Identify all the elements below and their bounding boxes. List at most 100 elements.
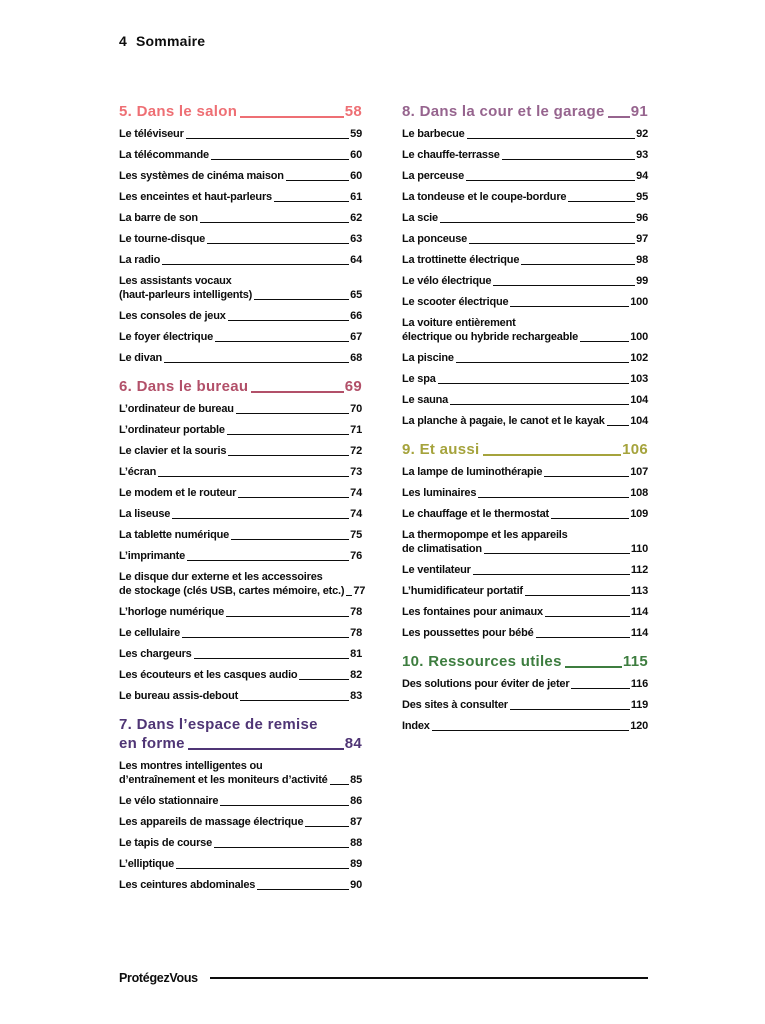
entry-label: La liseuse [119, 508, 171, 520]
toc-entry[interactable]: La trottinette électrique 98 [402, 253, 648, 267]
heading-label: 5. Dans le salon [119, 103, 238, 120]
toc-entry[interactable]: L’humidificateur portatif 113 [402, 584, 648, 598]
entry-page-number: 98 [636, 254, 648, 266]
page-header: 4 Sommaire [119, 33, 205, 49]
leader-line [439, 221, 636, 223]
leader-line [187, 559, 350, 561]
toc-entry[interactable]: Des solutions pour éviter de jeter 116 [402, 677, 648, 691]
toc-entry[interactable]: Le ventilateur 112 [402, 563, 648, 577]
toc-entry[interactable]: La télécommande 60 [119, 148, 362, 162]
toc-section-heading[interactable]: 7. Dans l’espace de remise en forme 84 [119, 715, 362, 753]
heading-page-number: 69 [344, 378, 362, 395]
toc-entry[interactable]: La lampe de luminothérapie 107 [402, 465, 648, 479]
entry-row: Le vélo stationnaire 86 [119, 794, 362, 808]
toc-entry[interactable]: Le sauna 104 [402, 393, 648, 407]
entry-row: La barre de son 62 [119, 211, 362, 225]
heading-page-number: 84 [344, 735, 362, 752]
entry-label: Le vélo stationnaire [119, 795, 219, 807]
toc-entry[interactable]: La planche à pagaie, le canot et le kaya… [402, 414, 648, 428]
leader-line [524, 594, 630, 596]
leader-line [305, 825, 350, 827]
toc-section-heading[interactable]: 5. Dans le salon 58 [119, 102, 362, 121]
toc-entry[interactable]: L’elliptique 89 [119, 857, 362, 871]
toc-entry[interactable]: Le foyer électrique 67 [119, 330, 362, 344]
toc-entry[interactable]: L’imprimante 76 [119, 549, 362, 563]
toc-entry[interactable]: Le bureau assis-debout 83 [119, 689, 362, 703]
entry-row: Le disque dur externe et les accessoires [119, 570, 362, 584]
leader-line [607, 115, 630, 118]
toc-entry[interactable]: Des sites à consulter 119 [402, 698, 648, 712]
entry-label: Le vélo électrique [402, 275, 492, 287]
toc-entry[interactable]: Le tapis de course 88 [119, 836, 362, 850]
toc-entry[interactable]: La liseuse 74 [119, 507, 362, 521]
toc-entry[interactable]: Le téléviseur 59 [119, 127, 362, 141]
toc-entry[interactable]: Les luminaires 108 [402, 486, 648, 500]
toc-entry[interactable]: Les montres intelligentes ou d’entraîneme… [119, 759, 362, 787]
toc-entry[interactable]: Le spa 103 [402, 372, 648, 386]
toc-entry[interactable]: Les systèmes de cinéma maison 60 [119, 169, 362, 183]
leader-line [509, 708, 630, 710]
toc-entry[interactable]: L’ordinateur de bureau 70 [119, 402, 362, 416]
toc-entry[interactable]: L’écran 73 [119, 465, 362, 479]
toc-entry[interactable]: Le clavier et la souris 72 [119, 444, 362, 458]
toc-entry[interactable]: La tablette numérique 75 [119, 528, 362, 542]
toc-entry[interactable]: Les assistants vocaux (haut-parleurs inte… [119, 274, 362, 302]
entry-page-number: 60 [350, 170, 362, 182]
entry-label: La piscine [402, 352, 454, 364]
toc-entry[interactable]: Les consoles de jeux 66 [119, 309, 362, 323]
toc-entry[interactable]: Les enceintes et haut-parleurs 61 [119, 190, 362, 204]
toc-section-heading[interactable]: 8. Dans la cour et le garage 91 [402, 102, 648, 121]
entry-label: La scie [402, 212, 438, 224]
toc-entry[interactable]: Le divan 68 [119, 351, 362, 365]
leader-line [329, 783, 350, 785]
toc-entry[interactable]: La piscine 102 [402, 351, 648, 365]
entry-row: Le tourne-disque 63 [119, 232, 362, 246]
toc-entry[interactable]: Le cellulaire 78 [119, 626, 362, 640]
entry-label: La trottinette électrique [402, 254, 520, 266]
entry-label: Le ventilateur [402, 564, 471, 576]
entry-row: Le chauffage et le thermostat 109 [402, 507, 648, 521]
toc-entry[interactable]: La barre de son 62 [119, 211, 362, 225]
entry-page-number: 114 [630, 627, 648, 639]
entry-row: Les systèmes de cinéma maison 60 [119, 169, 362, 183]
leader-line [158, 475, 350, 477]
toc-entry[interactable]: La scie 96 [402, 211, 648, 225]
entry-page-number: 68 [350, 352, 362, 364]
toc-entry[interactable]: Les ceintures abdominales 90 [119, 878, 362, 892]
toc-entry[interactable]: La perceuse 94 [402, 169, 648, 183]
entry-page-number: 83 [350, 690, 362, 702]
header-page-number: 4 [119, 33, 127, 49]
entry-label: Le bureau assis-debout [119, 690, 239, 702]
toc-entry[interactable]: L’horloge numérique 78 [119, 605, 362, 619]
toc-entry[interactable]: Index 120 [402, 719, 648, 733]
leader-line [466, 179, 636, 181]
toc-entry[interactable]: Le disque dur externe et les accessoires… [119, 570, 365, 598]
toc-entry[interactable]: Le chauffe-terrasse 93 [402, 148, 648, 162]
toc-entry[interactable]: Le barbecue 92 [402, 127, 648, 141]
toc-entry[interactable]: La thermopompe et les appareils de climat… [402, 528, 648, 556]
entry-label: L’humidificateur portatif [402, 585, 523, 597]
toc-entry[interactable]: Les poussettes pour bébé 114 [402, 626, 648, 640]
heading-label: 8. Dans la cour et le garage [402, 103, 605, 120]
toc-entry[interactable]: Les écouteurs et les casques audio 82 [119, 668, 362, 682]
toc-entry[interactable]: Le vélo électrique 99 [402, 274, 648, 288]
toc-section-ressources-utiles: 10. Ressources utiles 115 Des solutions po… [402, 652, 648, 733]
toc-entry[interactable]: La ponceuse 97 [402, 232, 648, 246]
toc-entry[interactable]: Les chargeurs 81 [119, 647, 362, 661]
entry-page-number: 103 [630, 373, 648, 385]
toc-section-heading[interactable]: 10. Ressources utiles 115 [402, 652, 648, 671]
toc-entry[interactable]: Le chauffage et le thermostat 109 [402, 507, 648, 521]
toc-entry[interactable]: Le tourne-disque 63 [119, 232, 362, 246]
toc-section-heading[interactable]: 9. Et aussi 106 [402, 440, 648, 459]
toc-section-heading[interactable]: 6. Dans le bureau 69 [119, 377, 362, 396]
toc-entry[interactable]: Les fontaines pour animaux 114 [402, 605, 648, 619]
toc-entry[interactable]: Le vélo stationnaire 86 [119, 794, 362, 808]
toc-entry[interactable]: Le modem et le routeur 74 [119, 486, 362, 500]
entry-row: Les montres intelligentes ou [119, 759, 362, 773]
toc-entry[interactable]: La tondeuse et le coupe-bordure 95 [402, 190, 648, 204]
toc-entry[interactable]: La radio 64 [119, 253, 362, 267]
toc-entry[interactable]: L’ordinateur portable 71 [119, 423, 362, 437]
toc-entry[interactable]: La voiture entièrement électrique ou hybr… [402, 316, 648, 344]
toc-entry[interactable]: Les appareils de massage électrique 87 [119, 815, 362, 829]
toc-entry[interactable]: Le scooter électrique 100 [402, 295, 648, 309]
